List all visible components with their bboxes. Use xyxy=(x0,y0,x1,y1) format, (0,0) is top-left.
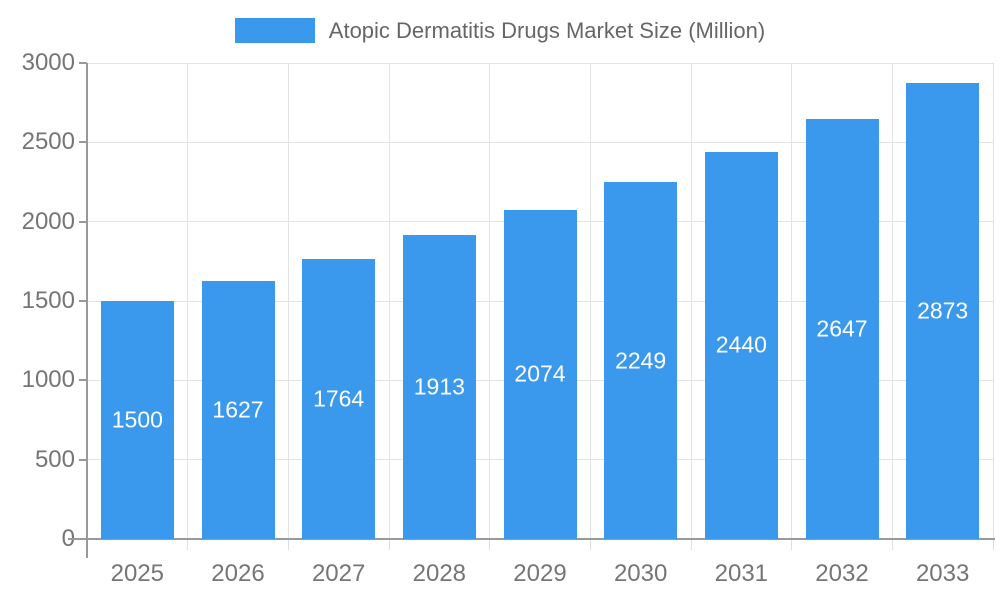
x-tick xyxy=(489,539,491,550)
bar-value-label: 2647 xyxy=(816,315,868,342)
y-tick xyxy=(79,379,87,382)
x-axis-label: 2029 xyxy=(513,560,567,587)
x-tick xyxy=(690,539,692,550)
legend-swatch[interactable] xyxy=(234,18,315,43)
gridline-v xyxy=(287,63,289,539)
y-axis-label: 2500 xyxy=(21,128,75,156)
y-tick xyxy=(79,300,87,302)
gridline-v xyxy=(589,63,591,539)
bar-value-label: 2249 xyxy=(615,347,667,374)
x-tick xyxy=(287,539,289,550)
x-axis-label: 2028 xyxy=(412,560,467,587)
x-axis-label: 2026 xyxy=(211,560,265,587)
x-axis-label: 2030 xyxy=(613,560,668,587)
y-tick xyxy=(79,62,87,64)
bar[interactable]: 2440 xyxy=(704,151,778,539)
x-axis-label: 2025 xyxy=(110,560,165,587)
gridline-h xyxy=(87,141,993,143)
y-axis-label: 0 xyxy=(61,525,75,552)
bar-value-label: 2873 xyxy=(917,297,969,324)
x-tick xyxy=(589,539,591,550)
bar[interactable]: 1500 xyxy=(100,301,174,539)
legend[interactable]: Atopic Dermatitis Drugs Market Size (Mil… xyxy=(0,18,1000,43)
x-axis-label: 2032 xyxy=(815,560,869,587)
bar-value-label: 2074 xyxy=(514,360,566,387)
bar[interactable]: 1627 xyxy=(201,280,275,539)
bar[interactable]: 1913 xyxy=(402,235,476,539)
gridline-v xyxy=(690,63,692,539)
y-axis-label: 1000 xyxy=(21,366,75,394)
y-axis-line xyxy=(86,63,88,558)
bar-value-label: 1764 xyxy=(313,385,365,412)
y-axis-label: 1500 xyxy=(21,287,75,314)
gridline-h xyxy=(87,62,993,64)
x-axis-label: 2027 xyxy=(311,560,366,587)
bar[interactable]: 2074 xyxy=(503,209,577,539)
x-axis-label: 2031 xyxy=(714,560,769,587)
x-tick xyxy=(187,539,189,550)
x-tick xyxy=(388,539,390,550)
x-tick xyxy=(891,539,893,550)
gridline-v xyxy=(489,63,491,539)
y-axis-label: 2000 xyxy=(21,207,75,235)
x-tick xyxy=(992,539,994,550)
gridline-v xyxy=(891,63,893,539)
y-tick xyxy=(79,458,87,461)
bar-value-label: 1913 xyxy=(413,373,465,400)
bar[interactable]: 1764 xyxy=(302,259,376,539)
x-axis-line xyxy=(68,538,995,540)
bar-value-label: 1627 xyxy=(212,396,264,423)
bar-value-label: 2440 xyxy=(715,331,767,358)
x-tick xyxy=(791,539,793,550)
bar-value-label: 1500 xyxy=(111,406,163,433)
gridline-v xyxy=(791,63,793,539)
bar[interactable]: 2249 xyxy=(604,182,678,539)
bar[interactable]: 2873 xyxy=(906,83,980,539)
y-axis-label: 3000 xyxy=(21,49,75,76)
y-tick xyxy=(79,141,87,144)
y-axis-label: 500 xyxy=(34,445,75,473)
gridline-v xyxy=(992,63,994,539)
y-tick xyxy=(79,220,87,223)
gridline-v xyxy=(388,63,390,539)
gridline-v xyxy=(187,63,189,539)
x-axis-label: 2033 xyxy=(915,560,970,587)
bar[interactable]: 2647 xyxy=(805,119,879,539)
chart-title: Atopic Dermatitis Drugs Market Size (Mil… xyxy=(328,18,766,43)
